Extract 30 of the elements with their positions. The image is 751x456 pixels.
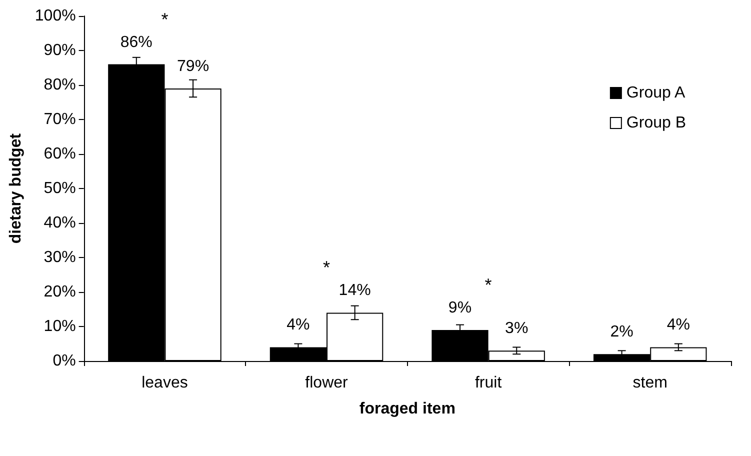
y-tick-label: 40% <box>44 214 76 232</box>
x-tick-label: fruit <box>474 374 502 392</box>
x-axis-title: foraged item <box>359 400 456 418</box>
y-tick-label: 10% <box>44 318 76 335</box>
data-label: 14% <box>338 282 371 300</box>
x-tick-label: stem <box>632 374 668 392</box>
legend-label: Group A <box>626 84 686 102</box>
annotation: * <box>161 9 168 30</box>
y-tick-label: 90% <box>44 42 76 59</box>
data-label: 4% <box>666 316 690 334</box>
data-label: 86% <box>120 34 152 51</box>
y-tick-label: 20% <box>44 284 76 300</box>
legend-label: Group B <box>626 114 686 132</box>
y-tick-label: 30% <box>44 249 76 266</box>
y-tick-label: 80% <box>44 76 76 94</box>
y-tick-label: 60% <box>44 146 76 162</box>
data-label: 9% <box>448 299 472 316</box>
data-label: 3% <box>505 320 528 338</box>
data-label: 79% <box>177 58 210 75</box>
y-tick-label: 0% <box>52 352 76 370</box>
annotation: * <box>484 274 492 295</box>
y-tick-label: 50% <box>44 180 76 197</box>
y-tick-label: 100% <box>34 8 76 24</box>
data-label: 2% <box>610 324 634 341</box>
annotation: * <box>323 258 330 278</box>
x-tick-label: leaves <box>142 374 188 392</box>
y-tick-label: 70% <box>44 111 76 128</box>
data-label: 4% <box>286 316 310 334</box>
x-tick-label: flower <box>305 374 349 392</box>
y-axis-title: dietary budget <box>8 132 24 244</box>
